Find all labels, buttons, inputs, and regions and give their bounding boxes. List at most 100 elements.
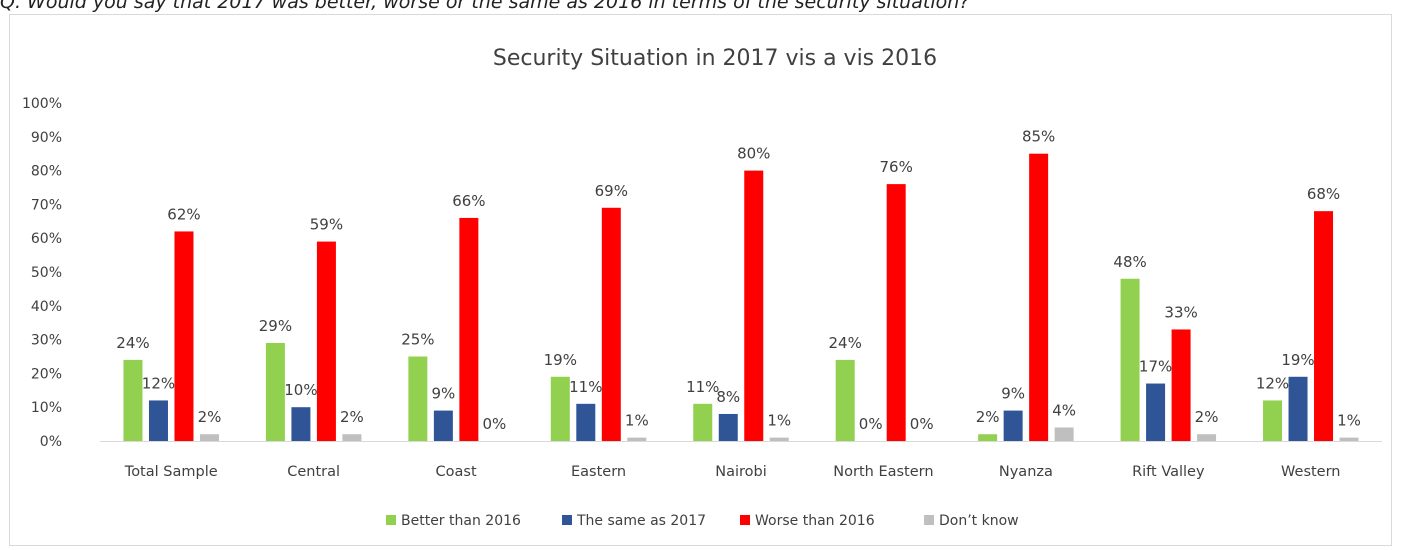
bar xyxy=(1003,410,1023,441)
data-label: 0% xyxy=(910,415,934,433)
bar xyxy=(1029,153,1049,441)
bar xyxy=(265,342,285,441)
data-label: 66% xyxy=(452,192,485,210)
data-label: 12% xyxy=(1256,374,1289,392)
legend-label: Worse than 2016 xyxy=(755,513,875,529)
bar xyxy=(693,403,713,441)
x-tick-label: Rift Valley xyxy=(1132,464,1205,480)
legend-swatch xyxy=(924,515,934,525)
data-label: 1% xyxy=(625,412,649,430)
data-label: 76% xyxy=(880,158,913,176)
data-label: 1% xyxy=(767,412,791,430)
y-tick-label: 50% xyxy=(31,265,62,281)
bar xyxy=(1339,437,1359,441)
data-label: 2% xyxy=(1195,408,1219,426)
y-tick-label: 40% xyxy=(31,299,62,315)
bar xyxy=(174,231,194,441)
legend-swatch xyxy=(386,515,396,525)
data-label: 9% xyxy=(1001,385,1025,403)
bar xyxy=(1263,400,1283,441)
x-tick-label: Western xyxy=(1281,464,1340,480)
data-label: 2% xyxy=(340,408,364,426)
chart-title: Security Situation in 2017 vis a vis 201… xyxy=(493,46,937,71)
bar xyxy=(459,217,479,441)
data-label: 29% xyxy=(259,317,292,335)
data-label: 12% xyxy=(142,374,175,392)
data-label: 4% xyxy=(1052,401,1076,419)
data-label: 10% xyxy=(284,381,317,399)
data-label: 25% xyxy=(401,331,434,349)
data-label: 59% xyxy=(310,216,343,234)
y-tick-label: 60% xyxy=(31,231,62,247)
bar xyxy=(576,403,596,441)
bars xyxy=(123,153,1359,441)
bar xyxy=(601,207,621,441)
bar xyxy=(199,434,219,441)
bar xyxy=(1288,376,1308,441)
x-tick-label: Nyanza xyxy=(999,464,1053,480)
data-label: 19% xyxy=(1281,351,1314,369)
bar xyxy=(1314,211,1334,441)
data-label: 33% xyxy=(1164,303,1197,321)
bar xyxy=(718,413,738,441)
bar xyxy=(291,407,311,441)
legend-swatch xyxy=(740,515,750,525)
legend-label: Don’t know xyxy=(939,513,1019,529)
data-label: 24% xyxy=(829,334,862,352)
data-label: 68% xyxy=(1307,185,1340,203)
data-label: 48% xyxy=(1113,253,1146,271)
x-axis: Total Sample Central Coast Eastern Nairobi No… xyxy=(100,441,1382,480)
y-tick-label: 30% xyxy=(31,333,62,349)
x-tick-label: Coast xyxy=(436,464,477,480)
y-tick-label: 100% xyxy=(22,96,62,112)
y-axis: 0% 10% 20% 30% 40% 50% 60% 70% 80% 90% 100% xyxy=(22,96,62,450)
data-label: 17% xyxy=(1139,358,1172,376)
bar xyxy=(978,434,998,441)
bar xyxy=(1197,434,1217,441)
bar xyxy=(627,437,647,441)
bar xyxy=(1054,427,1074,441)
y-tick-label: 90% xyxy=(31,130,62,146)
data-label: 1% xyxy=(1337,412,1361,430)
y-tick-label: 80% xyxy=(31,164,62,180)
bar xyxy=(408,356,428,441)
legend-label: The same as 2017 xyxy=(576,513,706,529)
bar xyxy=(744,170,764,441)
data-label: 19% xyxy=(544,351,577,369)
question-text: Q. Would you say that 2017 was better, w… xyxy=(0,0,970,13)
data-label: 2% xyxy=(976,408,1000,426)
bar xyxy=(550,376,570,441)
legend: Better than 2016 The same as 2017 Worse th… xyxy=(386,513,1019,529)
data-label: 8% xyxy=(716,388,740,406)
legend-swatch xyxy=(562,515,572,525)
data-label: 24% xyxy=(116,334,149,352)
bar xyxy=(769,437,789,441)
data-label: 80% xyxy=(737,145,770,163)
data-labels: 24% 12% 62% 2% 29% 10% 59% 2% 25% 9% 66% 0% 19% 11% 69… xyxy=(116,128,1361,433)
data-label: 0% xyxy=(859,415,883,433)
x-tick-label: Total Sample xyxy=(124,464,218,480)
x-tick-label: Central xyxy=(287,464,340,480)
data-label: 11% xyxy=(686,378,719,396)
x-tick-label: North Eastern xyxy=(833,464,933,480)
chart-area: Security Situation in 2017 vis a vis 201… xyxy=(9,14,1392,546)
data-label: 69% xyxy=(595,182,628,200)
data-label: 0% xyxy=(482,415,506,433)
bar xyxy=(1171,329,1191,441)
x-tick-label: Nairobi xyxy=(715,464,767,480)
data-label: 11% xyxy=(569,378,602,396)
data-label: 9% xyxy=(431,385,455,403)
bar xyxy=(835,359,855,441)
bar xyxy=(123,359,143,441)
bar xyxy=(1120,278,1140,441)
data-label: 62% xyxy=(167,205,200,223)
y-tick-label: 70% xyxy=(31,197,62,213)
legend-label: Better than 2016 xyxy=(401,513,521,529)
x-tick-label: Eastern xyxy=(571,464,626,480)
bar xyxy=(1146,383,1166,441)
y-tick-label: 0% xyxy=(40,434,62,450)
data-label: 85% xyxy=(1022,128,1055,146)
data-label: 2% xyxy=(198,408,222,426)
bar xyxy=(148,400,168,441)
bar-chart: Security Situation in 2017 vis a vis 201… xyxy=(22,46,1382,529)
